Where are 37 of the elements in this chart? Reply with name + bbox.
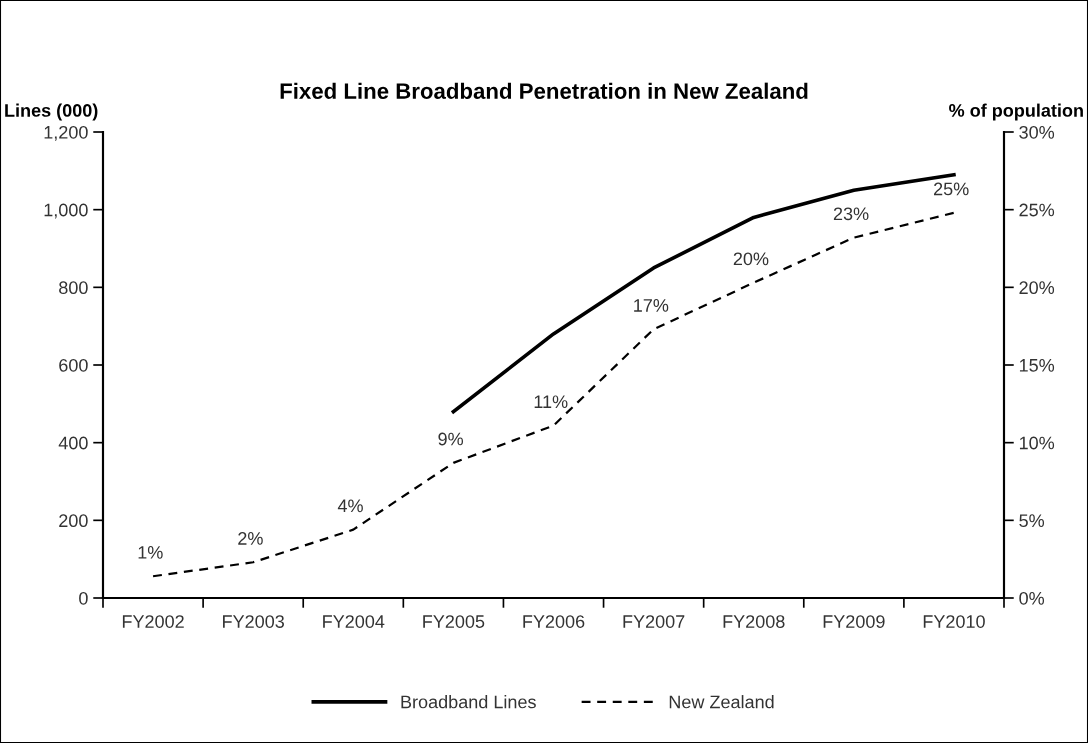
y-axis-title: Lines (000) xyxy=(5,103,98,121)
y2-axis-title: % of population xyxy=(949,103,1083,121)
y-tick-label: 600 xyxy=(59,358,88,372)
y2-tick-label: 20% xyxy=(1019,281,1055,295)
y2-tick-label: 15% xyxy=(1019,359,1055,372)
x-tick-label: FY2003 xyxy=(223,615,284,628)
y-tick-label: 1,000 xyxy=(44,203,88,219)
y2-tick-label: 0% xyxy=(1019,591,1045,605)
x-tick-label: FY2010 xyxy=(923,615,985,628)
y2-tick-label: 30% xyxy=(1019,125,1055,139)
y-tick-label: 400 xyxy=(58,436,88,450)
data-label: 20% xyxy=(733,252,769,266)
y-tick-label: 200 xyxy=(59,514,88,528)
data-label: 4% xyxy=(337,499,363,513)
x-tick-label: FY2007 xyxy=(623,615,685,628)
x-tick-label: FY2006 xyxy=(523,615,585,628)
y-tick-label: 1,200 xyxy=(44,125,88,141)
x-tick-label: FY2004 xyxy=(323,615,385,628)
legend-label: Broadband Lines xyxy=(401,695,536,709)
data-label: 17% xyxy=(634,299,669,312)
data-label: 1% xyxy=(138,546,163,559)
y2-tick-label: 25% xyxy=(1019,203,1055,217)
x-tick-label: FY2009 xyxy=(823,615,885,628)
data-label: 23% xyxy=(833,207,869,221)
data-label: 11% xyxy=(534,395,568,409)
x-tick-label: FY2002 xyxy=(122,615,184,628)
chart-title: Fixed Line Broadband Penetration in New Zealand xyxy=(280,82,808,99)
y2-tick-label: 10% xyxy=(1019,436,1055,450)
y-tick-label: 0 xyxy=(79,591,88,605)
data-label: 2% xyxy=(238,532,263,545)
y2-tick-label: 5% xyxy=(1019,514,1045,528)
data-label: 9% xyxy=(438,432,464,446)
x-tick-label: FY2005 xyxy=(423,615,485,628)
legend-label: New Zealand xyxy=(669,695,774,709)
x-tick-label: FY2008 xyxy=(723,615,785,628)
data-label: 25% xyxy=(934,182,969,196)
y-tick-label: 800 xyxy=(59,281,88,295)
